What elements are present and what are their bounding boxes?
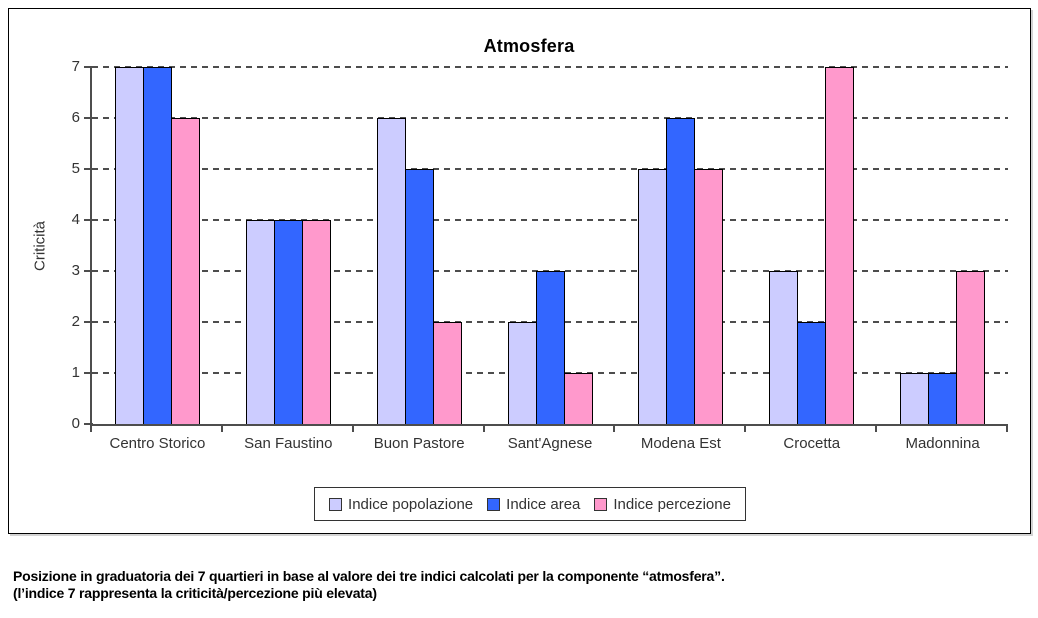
bar-indice-percezione-san-faustino — [301, 220, 331, 424]
x-tick-mark — [613, 424, 616, 432]
x-tick-mark — [744, 424, 747, 432]
legend-color-swatch — [487, 497, 501, 511]
bar-group-centro-storico — [92, 67, 223, 424]
bar-indice-popolazione-sant-agnese — [507, 322, 537, 424]
x-category-label-buon-pastore: Buon Pastore — [373, 435, 465, 452]
x-tick-mark — [220, 424, 223, 432]
bar-group-san-faustino — [223, 220, 354, 424]
bar-indice-percezione-sant-agnese — [563, 373, 593, 424]
bar-indice-percezione-crocetta — [825, 67, 855, 424]
bar-indice-popolazione-buon-pastore — [376, 118, 406, 424]
bar-indice-area-modena-est — [666, 118, 696, 424]
bar-group-modena-est — [615, 118, 746, 424]
legend: Indice popolazione Indice area Indice perc… — [314, 487, 746, 521]
y-tick-label-1: 1 — [71, 364, 80, 381]
y-tick-mark — [84, 321, 93, 323]
chart-title: Atmosfera — [483, 36, 575, 56]
gridline-5 — [92, 168, 1008, 170]
y-tick-label-0: 0 — [71, 415, 80, 432]
bar-indice-popolazione-centro-storico — [114, 67, 144, 424]
x-tick-mark — [875, 424, 878, 432]
plot-area — [90, 66, 1008, 426]
y-tick-label-2: 2 — [71, 313, 80, 330]
legend-color-swatch — [594, 497, 608, 511]
y-tick-label-7: 7 — [71, 58, 80, 75]
y-tick-label-6: 6 — [71, 109, 80, 126]
x-category-label-madonnina: Madonnina — [905, 435, 980, 452]
y-tick-label-3: 3 — [71, 262, 80, 279]
bar-indice-popolazione-modena-est — [638, 169, 668, 424]
x-tick-mark — [1006, 424, 1008, 432]
x-category-label-sant-agnese: Sant'Agnese — [507, 435, 593, 452]
bar-group-crocetta — [746, 67, 877, 424]
bar-indice-area-madonnina — [928, 373, 958, 424]
caption-line-2: (l’indice 7 rappresenta la criticità/per… — [13, 585, 377, 601]
y-tick-mark — [84, 117, 93, 119]
caption-line-1: Posizione in graduatoria dei 7 quartieri… — [13, 568, 725, 584]
legend-label: Indice popolazione — [348, 495, 474, 513]
caption: Posizione in graduatoria dei 7 quartieri… — [13, 568, 1023, 602]
bar-indice-area-san-faustino — [273, 220, 303, 424]
bar-indice-percezione-buon-pastore — [432, 322, 462, 424]
bar-indice-popolazione-madonnina — [900, 373, 930, 424]
legend-label: Indice percezione — [613, 495, 731, 513]
x-category-label-crocetta: Crocetta — [783, 435, 841, 452]
x-tick-mark — [90, 424, 92, 432]
x-category-label-san-faustino: San Faustino — [244, 435, 333, 452]
legend-color-swatch — [329, 497, 343, 511]
y-tick-label-4: 4 — [71, 211, 80, 228]
gridline-4 — [92, 219, 1008, 221]
y-tick-mark — [84, 168, 93, 170]
bar-indice-percezione-centro-storico — [170, 118, 200, 424]
x-tick-mark — [351, 424, 354, 432]
legend-label: Indice area — [506, 495, 581, 513]
bars-row — [92, 67, 1008, 424]
x-axis-labels: Centro Storico San Faustino Buon Pastore Sa… — [92, 435, 1008, 452]
bar-indice-percezione-madonnina — [956, 271, 986, 424]
bar-indice-popolazione-san-faustino — [245, 220, 275, 424]
gridline-7 — [92, 66, 1008, 68]
y-tick-label-5: 5 — [71, 160, 80, 177]
y-tick-mark — [84, 219, 93, 221]
x-tick-mark — [482, 424, 485, 432]
legend-item-indice-area: Indice area — [487, 496, 580, 513]
gridline-6 — [92, 117, 1008, 119]
bar-group-madonnina — [877, 271, 1008, 424]
bar-indice-popolazione-crocetta — [769, 271, 799, 424]
x-category-label-centro-storico: Centro Storico — [109, 435, 206, 452]
bar-group-sant-agnese — [485, 271, 616, 424]
bar-indice-area-crocetta — [797, 322, 827, 424]
bar-indice-percezione-modena-est — [694, 169, 724, 424]
bar-indice-area-buon-pastore — [404, 169, 434, 424]
bar-group-buon-pastore — [354, 118, 485, 424]
legend-item-indice-percezione: Indice percezione — [594, 496, 731, 513]
legend-item-indice-popolazione: Indice popolazione — [329, 496, 473, 513]
y-tick-mark — [84, 372, 93, 374]
y-axis-title: Criticità — [31, 220, 49, 271]
bar-indice-area-sant-agnese — [535, 271, 565, 424]
y-tick-mark — [84, 66, 93, 68]
y-tick-mark — [84, 423, 93, 425]
x-category-label-modena-est: Modena Est — [640, 435, 721, 452]
y-tick-mark — [84, 270, 93, 272]
bar-indice-area-centro-storico — [142, 67, 172, 424]
